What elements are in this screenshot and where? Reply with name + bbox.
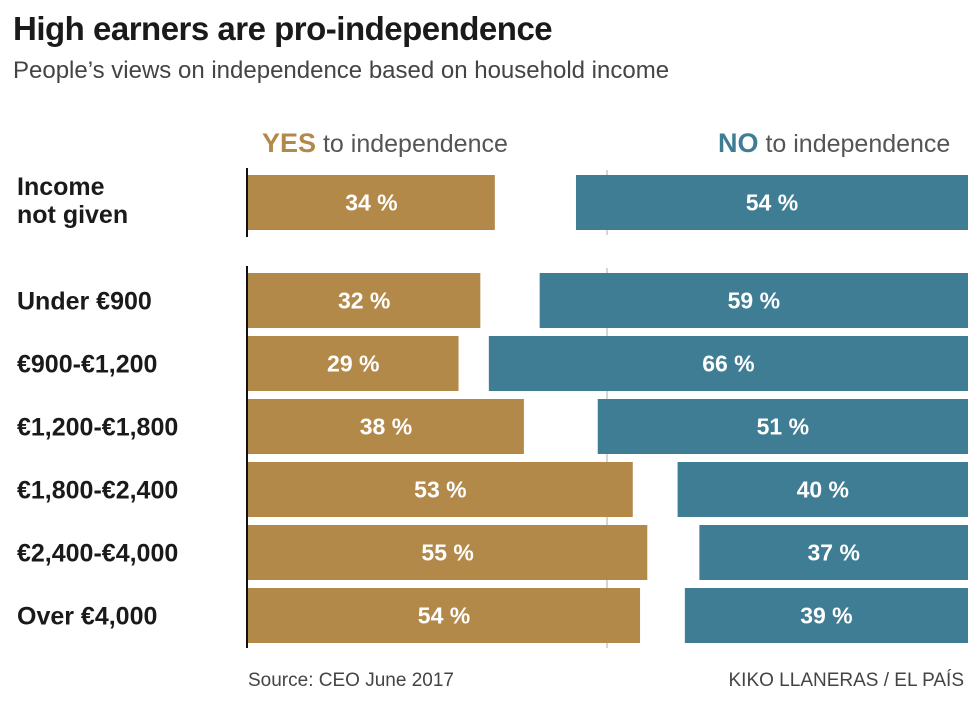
no-header-strong: NO bbox=[718, 128, 759, 158]
no-header-rest: to independence bbox=[765, 130, 951, 158]
no-bar bbox=[575, 175, 968, 230]
category-label: €900-€1,200 bbox=[17, 351, 157, 379]
no-bar bbox=[684, 588, 968, 643]
no-header: NO to independence bbox=[718, 128, 950, 159]
no-value-label: 66 % bbox=[702, 351, 754, 377]
no-value-label: 54 % bbox=[746, 190, 798, 216]
no-value-label: 59 % bbox=[728, 288, 780, 314]
no-bar bbox=[539, 273, 968, 328]
no-value-label: 51 % bbox=[757, 414, 809, 440]
yes-bar bbox=[248, 336, 459, 391]
yes-bar bbox=[248, 273, 481, 328]
yes-value-label: 54 % bbox=[418, 603, 470, 629]
category-label: €1,200-€1,800 bbox=[17, 414, 178, 442]
yes-value-label: 53 % bbox=[414, 477, 466, 503]
yes-bar bbox=[248, 462, 633, 517]
category-label: Under €900 bbox=[17, 288, 152, 316]
no-bar bbox=[597, 399, 968, 454]
no-value-label: 39 % bbox=[800, 603, 852, 629]
category-label: Income not given bbox=[17, 173, 128, 229]
no-bar bbox=[699, 525, 968, 580]
chart-title: High earners are pro-independence bbox=[13, 10, 553, 47]
no-value-label: 40 % bbox=[797, 477, 849, 503]
chart-subtitle: People’s views on independence based on … bbox=[13, 57, 670, 84]
yes-value-label: 38 % bbox=[360, 414, 412, 440]
yes-value-label: 34 % bbox=[345, 190, 397, 216]
category-label: Over €4,000 bbox=[17, 603, 157, 631]
no-value-label: 37 % bbox=[807, 540, 859, 566]
category-label: €2,400-€4,000 bbox=[17, 540, 178, 568]
no-bar bbox=[488, 336, 968, 391]
yes-header-strong: YES bbox=[262, 128, 317, 158]
yes-value-label: 29 % bbox=[327, 351, 379, 377]
credit-note: KIKO LLANERAS / EL PAÍS bbox=[728, 670, 965, 691]
yes-value-label: 55 % bbox=[421, 540, 473, 566]
yes-bar bbox=[248, 588, 641, 643]
yes-header: YES to independence bbox=[262, 128, 508, 159]
yes-header-rest: to independence bbox=[322, 130, 508, 158]
no-bar bbox=[677, 462, 968, 517]
source-note: Source: CEO June 2017 bbox=[248, 670, 454, 691]
yes-bar bbox=[248, 399, 524, 454]
yes-bar bbox=[248, 525, 648, 580]
category-label: €1,800-€2,400 bbox=[17, 477, 178, 505]
yes-bar bbox=[248, 175, 495, 230]
yes-value-label: 32 % bbox=[338, 288, 390, 314]
